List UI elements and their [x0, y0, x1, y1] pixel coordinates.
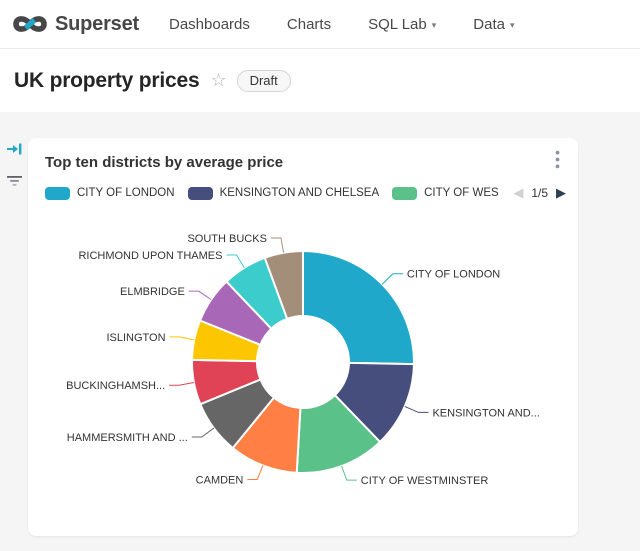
chart-card-header: Top ten districts by average price [45, 148, 564, 176]
legend-item[interactable]: CITY OF LONDON [45, 186, 175, 200]
legend-pager: ◀ 1/5 ▶ [513, 185, 566, 201]
expand-filter-bar-icon[interactable] [6, 141, 24, 162]
legend-next-icon[interactable]: ▶ [556, 185, 566, 200]
pie-slice[interactable] [302, 250, 415, 366]
pie-slice-label: BUCKINGHAMSH... [66, 380, 165, 392]
pie-slice-label: RICHMOND UPON THAMES [78, 250, 222, 262]
pie-label-line [191, 427, 215, 438]
nav-item-charts[interactable]: Charts [287, 16, 331, 33]
pie-label-line [404, 405, 429, 413]
pie-slice-label: CITY OF WESTMINSTER [361, 475, 489, 487]
pie-label-line [270, 237, 285, 253]
pie-label-line [381, 273, 403, 285]
top-navbar: Superset Dashboards Charts SQL Lab ▾ Data ▾ [0, 0, 640, 49]
chart-card: Top ten districts by average price CITY … [28, 138, 578, 536]
brand-name: Superset [55, 12, 139, 35]
pie-label-line [226, 254, 245, 268]
pie-slice-label: ISLINGTON [106, 332, 165, 344]
filter-icon[interactable] [6, 174, 24, 193]
pie-slice-label: CAMDEN [196, 474, 244, 486]
chart-legend: CITY OF LONDON KENSINGTON AND CHELSEA CITY… [45, 184, 566, 202]
main-nav: Dashboards Charts SQL Lab ▾ Data ▾ [169, 16, 551, 33]
donut-chart: CITY OF LONDON KENSINGTON AND... CITY OF W… [66, 233, 540, 487]
legend-item[interactable]: KENSINGTON AND CHELSEA [187, 186, 380, 200]
legend-page-indicator: 1/5 [531, 186, 548, 200]
legend-swatch [392, 186, 418, 200]
nav-item-label: Dashboards [169, 15, 250, 33]
legend-label: CITY OF LONDON [77, 187, 175, 199]
pie-label-line [169, 381, 194, 386]
nav-item-label: Charts [286, 15, 332, 33]
chart-title: Top ten districts by average price [45, 153, 284, 171]
pie-slice-label: HAMMERSMITH AND ... [67, 432, 188, 444]
pie-slice-label: CITY OF LONDON [407, 269, 500, 281]
pie-slice-label: ELMBRIDGE [120, 286, 185, 298]
chart-options-kebab-icon[interactable] [551, 148, 564, 176]
pie-label-line [341, 465, 357, 481]
nav-item-dashboards[interactable]: Dashboards [169, 16, 250, 33]
pie-slice-label: SOUTH BUCKS [187, 233, 266, 245]
legend-swatch [187, 186, 213, 200]
superset-logo[interactable]: Superset [12, 12, 139, 36]
dashboard-header: UK property prices ☆ Draft [0, 50, 640, 112]
pie-label-line [188, 290, 212, 301]
nav-item-label: Data [473, 15, 505, 33]
favorite-star-icon[interactable]: ☆ [210, 69, 227, 90]
caret-down-icon: ▾ [431, 19, 437, 30]
legend-label: KENSINGTON AND CHELSEA [219, 187, 380, 199]
legend-swatch [45, 186, 70, 200]
pie-slice[interactable] [263, 250, 304, 320]
pie-slice-label: KENSINGTON AND... [432, 407, 539, 419]
status-badge: Draft [236, 70, 291, 92]
caret-down-icon: ▾ [509, 19, 515, 30]
pie-label-line [169, 336, 195, 341]
page-title: UK property prices [14, 69, 200, 92]
pie-label-line [247, 465, 264, 480]
legend-label: CITY OF WES [424, 187, 499, 199]
filter-bar-collapsed [6, 141, 24, 205]
legend-prev-icon[interactable]: ◀ [513, 185, 524, 200]
dashboard-grid: Top ten districts by average price CITY … [0, 112, 640, 551]
legend-items: CITY OF LONDON KENSINGTON AND CHELSEA CITY… [45, 186, 512, 200]
legend-item[interactable]: CITY OF WES [392, 186, 499, 200]
nav-item-data[interactable]: Data ▾ [473, 16, 514, 33]
infinity-logo-icon [13, 16, 47, 32]
nav-item-sql-lab[interactable]: SQL Lab ▾ [368, 16, 436, 33]
nav-item-label: SQL Lab [368, 15, 427, 33]
